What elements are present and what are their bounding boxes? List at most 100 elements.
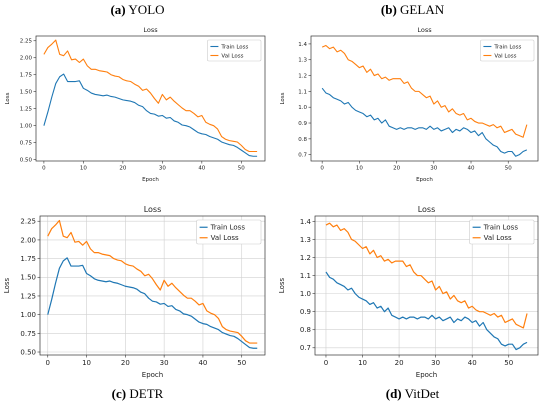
chart-vitdet: 0 10 20 30 40 50 0.7 0.8 0.9 1.0 1.1 1.2 1.3 1.4 Loss E… xyxy=(275,200,550,383)
y-tick-label: 2.00 xyxy=(20,56,33,62)
y-axis-label: Loss xyxy=(5,92,11,104)
val-loss-line xyxy=(43,39,258,153)
y-tick-label: 1.00 xyxy=(20,311,36,319)
y-tick-label: 1.3 xyxy=(298,58,307,64)
y-tick-label: 1.00 xyxy=(20,124,33,130)
y-tick-label: 1.2 xyxy=(300,254,311,262)
chart-svg: 0 10 20 30 40 50 0.7 0.8 0.9 1.0 1.1 1.2 1.3 1.4 Loss E… xyxy=(280,26,539,183)
y-tick-label: 0.50 xyxy=(20,158,33,164)
x-tick-label: 40 xyxy=(198,359,207,367)
y-tick-label: 1.4 xyxy=(300,218,312,226)
legend-box xyxy=(196,219,262,245)
chart-gelan: 0 10 20 30 40 50 0.7 0.8 0.9 1.0 1.1 1.2 1.3 1.4 Loss E… xyxy=(275,22,550,187)
x-tick-label: 50 xyxy=(505,166,512,172)
y-tick-label: 1.75 xyxy=(20,73,33,79)
y-axis-label: Loss xyxy=(280,92,286,104)
x-tick-label: 20 xyxy=(121,359,130,367)
legend-label: Val Loss xyxy=(484,234,512,242)
chart-title: Loss xyxy=(417,26,432,34)
val-loss-line xyxy=(47,219,258,344)
x-tick-label: 30 xyxy=(159,166,166,172)
y-tick-label: 1.2 xyxy=(298,73,307,79)
y-tick-label: 0.7 xyxy=(300,344,311,352)
caption-a: (a) YOLO xyxy=(110,2,165,17)
plot-frame xyxy=(39,215,266,356)
train-loss-line xyxy=(47,257,258,349)
plot-frame xyxy=(314,215,539,356)
legend-box xyxy=(207,39,262,62)
x-tick-label: 40 xyxy=(198,166,205,172)
plot-frame xyxy=(35,35,266,162)
x-tick-label: 0 xyxy=(42,166,46,172)
y-tick-label: 1.0 xyxy=(298,105,307,111)
x-tick-label: 30 xyxy=(160,359,169,367)
legend-label: Train Loss xyxy=(493,44,521,50)
x-tick-label: 40 xyxy=(468,359,477,367)
y-tick-label: 1.50 xyxy=(20,90,33,96)
legend-label: Train Loss xyxy=(483,224,519,232)
x-tick-label: 10 xyxy=(82,359,91,367)
y-tick-label: 0.7 xyxy=(298,153,307,159)
plot-frame xyxy=(310,35,539,162)
x-tick-label: 30 xyxy=(431,359,440,367)
chart-title: Loss xyxy=(144,205,162,214)
caption-c: (c) DETR xyxy=(111,386,164,401)
x-tick-label: 10 xyxy=(356,166,363,172)
train-loss-line xyxy=(321,87,528,157)
y-tick-label: 1.0 xyxy=(300,290,311,298)
x-tick-label: 30 xyxy=(430,166,437,172)
chart-title: Loss xyxy=(143,26,158,34)
y-tick-label: 0.50 xyxy=(20,348,36,356)
x-axis-label: Epoch xyxy=(142,371,163,379)
y-tick-label: 2.25 xyxy=(20,39,33,45)
caption-d: (d) VitDet xyxy=(385,386,440,401)
y-axis-label: Loss xyxy=(278,277,286,293)
legend-label: Train Loss xyxy=(220,44,248,50)
legend-box xyxy=(480,39,535,62)
x-tick-label: 0 xyxy=(320,166,324,172)
chart-svg: 0 10 20 30 40 50 0.50 0.75 1.00 1.25 1.50 1.75 2.00 2… xyxy=(3,205,266,379)
y-tick-label: 1.25 xyxy=(20,107,33,113)
y-tick-label: 2.25 xyxy=(20,218,36,226)
x-axis-label: Epoch xyxy=(416,371,437,379)
y-tick-label: 2.00 xyxy=(20,236,36,244)
x-tick-label: 0 xyxy=(46,359,50,367)
train-loss-line xyxy=(325,271,528,351)
x-tick-label: 20 xyxy=(393,166,400,172)
y-tick-label: 0.75 xyxy=(20,330,36,338)
x-axis-label: Epoch xyxy=(142,177,159,183)
chart-title: Loss xyxy=(418,205,436,214)
y-tick-label: 0.8 xyxy=(300,326,311,334)
y-tick-label: 1.25 xyxy=(20,292,36,300)
y-tick-label: 1.3 xyxy=(300,236,311,244)
y-tick-label: 1.1 xyxy=(298,89,307,95)
y-axis-label: Loss xyxy=(3,277,11,293)
legend-box xyxy=(469,219,535,245)
x-tick-label: 50 xyxy=(504,359,513,367)
val-loss-line xyxy=(321,44,528,138)
y-tick-label: 1.75 xyxy=(20,255,36,263)
val-loss-line xyxy=(325,222,528,329)
train-loss-line xyxy=(43,73,258,157)
legend-label: Val Loss xyxy=(221,53,243,59)
y-tick-label: 0.75 xyxy=(20,141,33,147)
x-tick-label: 10 xyxy=(80,166,87,172)
y-tick-label: 0.9 xyxy=(300,308,311,316)
x-axis-label: Epoch xyxy=(416,177,433,183)
chart-yolo: 0 10 20 30 40 50 0.50 0.75 1.00 1.25 1.50 1.75 2.00 2… xyxy=(0,22,275,187)
x-tick-label: 20 xyxy=(119,166,126,172)
y-tick-label: 0.9 xyxy=(298,121,307,127)
legend-label: Val Loss xyxy=(494,53,516,59)
x-tick-label: 20 xyxy=(395,359,404,367)
chart-detr: 0 10 20 30 40 50 0.50 0.75 1.00 1.25 1.50 1.75 2.00 2… xyxy=(0,200,275,383)
y-tick-label: 1.1 xyxy=(300,272,311,280)
legend-label: Train Loss xyxy=(210,224,246,232)
y-tick-label: 1.4 xyxy=(298,42,307,48)
x-tick-label: 0 xyxy=(324,359,328,367)
legend-label: Val Loss xyxy=(211,234,239,242)
chart-svg: 0 10 20 30 40 50 0.50 0.75 1.00 1.25 1.50 1.75 2.00 2… xyxy=(5,26,266,183)
chart-svg: 0 10 20 30 40 50 0.7 0.8 0.9 1.0 1.1 1.2 1.3 1.4 Loss E… xyxy=(278,205,539,379)
x-tick-label: 50 xyxy=(237,359,246,367)
caption-b: (b) GELAN xyxy=(380,2,445,17)
y-tick-label: 1.50 xyxy=(20,274,36,282)
